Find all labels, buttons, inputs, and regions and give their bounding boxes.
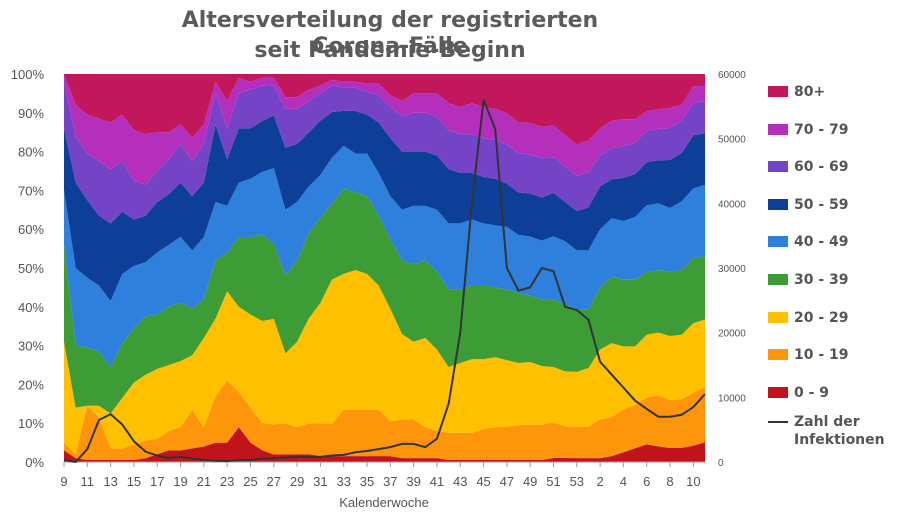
x-tick-label: 31 xyxy=(313,474,327,489)
y-tick-label: 30% xyxy=(18,339,44,354)
x-tick-label: 29 xyxy=(290,474,304,489)
legend-label: 20 - 29 xyxy=(794,309,849,326)
y2-tick-label: 50000 xyxy=(718,135,746,146)
x-tick-label: 43 xyxy=(453,474,467,489)
x-tick-label: 15 xyxy=(127,474,141,489)
legend-label: 10 - 19 xyxy=(794,347,849,364)
x-tick-label: 9 xyxy=(60,474,67,489)
y2-tick-label: 40000 xyxy=(718,199,746,210)
area-50-59 xyxy=(64,110,705,301)
y-tick-label: 40% xyxy=(18,300,44,315)
x-tick-label: 11 xyxy=(81,474,95,489)
x-axis-label: Kalenderwoche xyxy=(339,495,429,510)
legend-label: Zahl der xyxy=(794,414,860,431)
infections-line xyxy=(63,99,706,464)
legend-item: 50 - 59 xyxy=(768,195,898,215)
legend-item: 70 - 79 xyxy=(768,120,898,140)
y2-tick-label: 30000 xyxy=(718,264,746,275)
y2-tick-label: 0 xyxy=(718,458,724,469)
chart-title-line2: seit Pandemie-Beginn xyxy=(254,38,526,63)
x-tick-label: 4 xyxy=(620,474,627,489)
legend-label: Infektionen xyxy=(794,432,885,449)
legend-swatch xyxy=(768,86,788,97)
legend-item-infections: Zahl der Infektionen xyxy=(768,412,898,452)
legend-item: 30 - 39 xyxy=(768,270,898,290)
x-tick-label: 27 xyxy=(267,474,281,489)
legend-label: 30 - 39 xyxy=(794,272,849,288)
legend-label: 0 - 9 xyxy=(794,384,830,401)
y-tick-label: 10% xyxy=(18,416,44,431)
y2-tick-label: 10000 xyxy=(718,393,746,404)
legend-item: 0 - 9 xyxy=(768,383,898,403)
x-tick-label: 17 xyxy=(150,474,164,489)
legend-item: 40 - 49 xyxy=(768,232,898,252)
x-tick-label: 53 xyxy=(570,474,584,489)
y-tick-label: 80% xyxy=(18,145,44,160)
x-tick-label: 25 xyxy=(243,474,257,489)
x-tick-label: 51 xyxy=(546,474,560,489)
y-tick-label: 0% xyxy=(25,455,44,470)
area-10-19 xyxy=(64,380,705,461)
legend-item: 80+ xyxy=(768,82,898,102)
legend-line-swatch xyxy=(768,421,788,424)
legend-item: 20 - 29 xyxy=(768,308,898,328)
legend-swatch xyxy=(768,311,788,323)
legend-swatch xyxy=(768,161,788,173)
legend-swatch xyxy=(768,198,788,210)
area-0-9 xyxy=(64,427,705,462)
legend-swatch xyxy=(768,349,788,361)
y-tick-label: 60% xyxy=(18,222,44,237)
y-tick-label: 70% xyxy=(18,183,44,198)
x-tick-label: 13 xyxy=(103,474,117,489)
x-tick-label: 8 xyxy=(666,474,673,489)
area-30-39 xyxy=(64,188,705,414)
x-tick-label: 45 xyxy=(476,474,490,489)
y-tick-label: 50% xyxy=(18,261,44,276)
legend-label: 60 - 69 xyxy=(794,159,849,176)
x-tick-label: 10 xyxy=(686,474,700,489)
x-tick-label: 41 xyxy=(430,474,444,489)
area-20-29 xyxy=(64,269,705,455)
area-70-79 xyxy=(64,74,705,185)
legend-item: 60 - 69 xyxy=(768,157,898,177)
x-tick-label: 49 xyxy=(523,474,537,489)
area-60-69 xyxy=(64,81,705,224)
legend-item: 10 - 19 xyxy=(768,345,898,365)
x-tick-label: 47 xyxy=(500,474,514,489)
x-tick-label: 23 xyxy=(220,474,234,489)
y2-tick-label: 60000 xyxy=(718,70,746,81)
x-tick-label: 35 xyxy=(360,474,374,489)
x-tick-label: 19 xyxy=(173,474,187,489)
x-tick-label: 39 xyxy=(406,474,420,489)
area-80plus xyxy=(64,74,705,145)
x-tick-label: 2 xyxy=(596,474,603,489)
legend-swatch xyxy=(768,123,788,135)
legend-swatch xyxy=(768,236,788,248)
legend-label: 70 - 79 xyxy=(794,121,849,138)
legend-label: 50 - 59 xyxy=(794,196,849,213)
y2-tick-label: 20000 xyxy=(718,329,746,340)
x-tick-label: 33 xyxy=(336,474,350,489)
y-tick-label: 90% xyxy=(18,106,44,121)
area-40-49 xyxy=(64,145,705,367)
y-tick-label: 100% xyxy=(11,67,45,82)
x-tick-label: 37 xyxy=(383,474,397,489)
x-tick-label: 21 xyxy=(197,474,211,489)
legend-swatch xyxy=(768,274,788,285)
legend-label: 80+ xyxy=(794,84,826,100)
x-tick-label: 6 xyxy=(643,474,650,489)
legend-label: 40 - 49 xyxy=(794,234,849,251)
chart-title-line1: Altersverteilung der registrierten Coron… xyxy=(181,8,599,59)
y-tick-label: 20% xyxy=(18,377,44,392)
axes: 0% 10% 20% 30% 40% 50% 60% 70% 80% 90% 100% 0 10000 2… xyxy=(11,67,746,489)
area-layers xyxy=(64,74,705,462)
legend-swatch xyxy=(768,386,788,398)
